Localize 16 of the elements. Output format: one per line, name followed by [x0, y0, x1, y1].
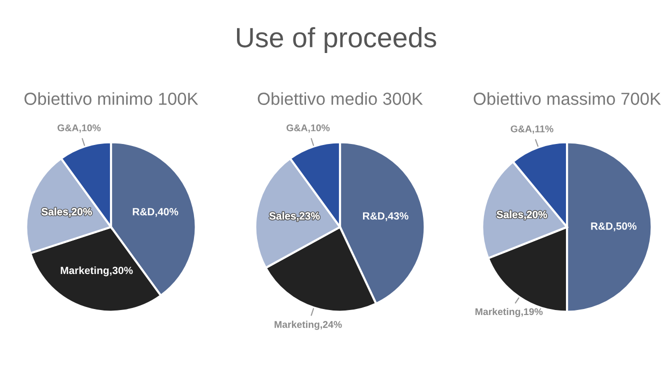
chart-title: Obiettivo medio 300K: [258, 92, 423, 105]
slice-label: G&A,10%: [58, 124, 101, 133]
slice-label: Sales,23%: [269, 212, 320, 222]
slice-label: Sales,20%: [41, 208, 92, 217]
slice-label: G&A,10%: [286, 124, 330, 133]
slice-label: R&D,40%: [132, 208, 178, 217]
slice-label: Marketing,24%: [274, 320, 342, 330]
chart-title: Obiettivo minimo 100K: [24, 92, 198, 105]
text: Use of proceeds: [237, 27, 436, 53]
slice-label: R&D,50%: [591, 222, 636, 232]
slice-label: R&D,43%: [363, 212, 408, 222]
slice-label: Marketing,30%: [60, 266, 133, 276]
chart-title: Obiettivo massimo 700K: [474, 92, 661, 105]
slice-label: Sales,20%: [496, 210, 548, 220]
slice-label: Marketing,19%: [476, 308, 543, 318]
slice-label: G&A,11%: [510, 125, 554, 134]
